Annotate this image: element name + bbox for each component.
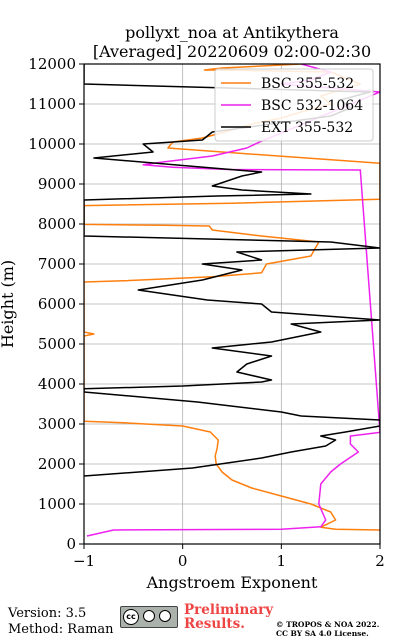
x-tick-label: 1 — [277, 552, 287, 570]
by-icon — [143, 610, 155, 622]
chart-title: pollyxt_noa at Antikythera — [125, 23, 339, 42]
y-tick-label: 12000 — [28, 55, 76, 73]
axis-ticks: 0 1000 2000 3000 4000 5000 6000 7000 8000 9000 100… — [28, 55, 384, 570]
y-tick-label: 7000 — [38, 255, 76, 273]
y-tick-label: 0 — [66, 535, 76, 553]
results-label: Results. — [184, 616, 245, 632]
x-tick-label: 0 — [178, 552, 188, 570]
angstroem-profile-chart: pollyxt_noa at Antikythera [Averaged] 20… — [0, 23, 385, 592]
sa-icon — [159, 610, 171, 622]
cc-license-icon: cc — [120, 606, 178, 628]
y-tick-label: 2000 — [38, 455, 76, 473]
y-tick-label: 4000 — [38, 375, 76, 393]
chart-subtitle: [Averaged] 20220609 02:00-02:30 — [93, 42, 371, 61]
x-tick-label: 2 — [375, 552, 385, 570]
y-tick-label: 6000 — [38, 295, 76, 313]
cc-icon: cc — [123, 609, 139, 625]
copyright-text: © TROPOS & NOA 2022. — [276, 620, 380, 629]
preliminary-label: Preliminary — [184, 602, 274, 618]
legend-label: BSC 355-532 — [261, 76, 354, 92]
license-text: CC BY SA 4.0 License. — [276, 629, 369, 638]
y-tick-label: 10000 — [28, 135, 76, 153]
legend-box — [214, 68, 374, 142]
legend-label: BSC 532-1064 — [261, 98, 363, 114]
series-line-3 — [84, 64, 380, 477]
y-tick-label: 1000 — [38, 495, 76, 513]
version-text: Version: 3.5 — [8, 606, 87, 621]
y-tick-label: 5000 — [38, 335, 76, 353]
y-tick-label: 11000 — [28, 95, 76, 113]
y-tick-label: 3000 — [38, 415, 76, 433]
chart-legend: BSC 355-532 BSC 532-1064 EXT 355-532 — [214, 68, 374, 142]
y-tick-label: 8000 — [38, 215, 76, 233]
legend-label: EXT 355-532 — [261, 120, 353, 136]
y-axis-label: Height (m) — [0, 260, 17, 348]
x-tick-label: −1 — [73, 552, 95, 570]
method-text: Method: Raman — [8, 622, 114, 637]
x-axis-label: Angstroem Exponent — [146, 573, 318, 592]
y-tick-label: 9000 — [38, 175, 76, 193]
